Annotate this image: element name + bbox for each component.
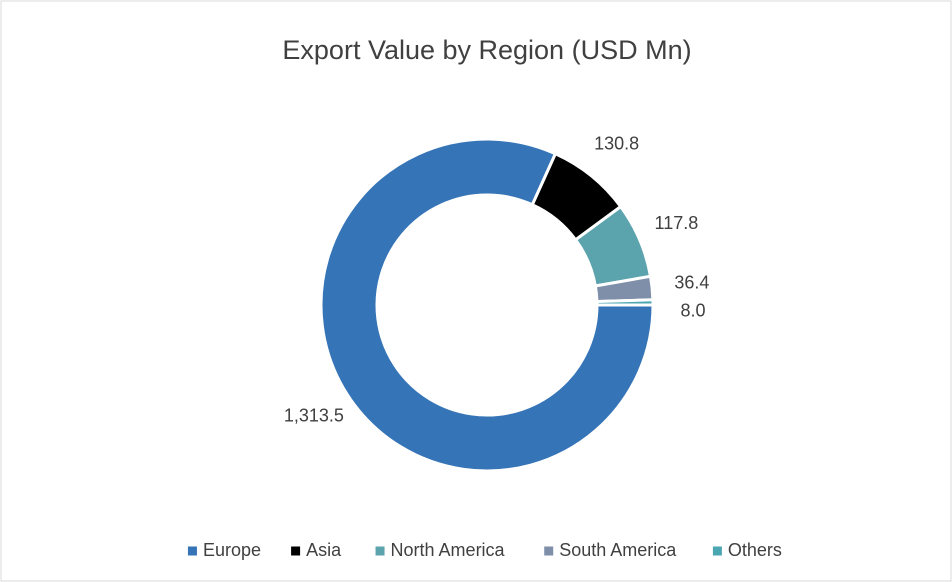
data-label: 130.8 xyxy=(594,134,639,154)
legend-label: South America xyxy=(559,540,677,560)
legend-swatch xyxy=(375,546,385,556)
chart-title: Export Value by Region (USD Mn) xyxy=(282,35,691,65)
legend-label: North America xyxy=(391,540,506,560)
data-label: 8.0 xyxy=(680,301,705,321)
donut-slice xyxy=(595,298,655,307)
legend-swatch xyxy=(187,546,197,556)
legend-label: Asia xyxy=(306,540,342,560)
legend-label: Europe xyxy=(203,540,261,560)
legend-swatch xyxy=(712,546,722,556)
data-label: 1,313.5 xyxy=(284,405,344,425)
donut-slice xyxy=(319,137,655,473)
data-label: 36.4 xyxy=(674,273,709,293)
legend-swatch xyxy=(291,546,301,556)
legend-swatch xyxy=(544,546,554,556)
data-label: 117.8 xyxy=(655,213,699,233)
legend-label: Others xyxy=(728,540,782,560)
